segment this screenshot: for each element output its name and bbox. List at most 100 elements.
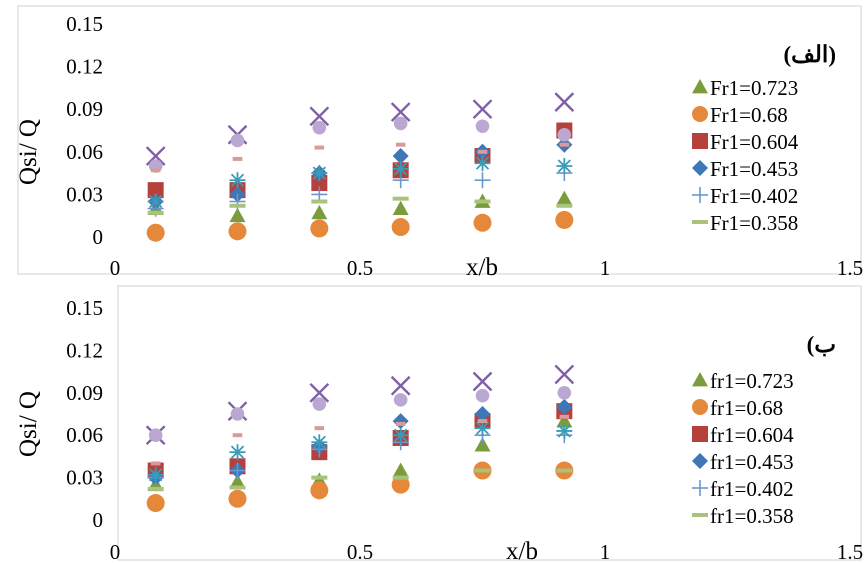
legend-marker <box>692 399 708 415</box>
data-point <box>232 156 243 161</box>
data-point <box>229 462 246 479</box>
x-tick-label: 1.5 <box>837 256 863 280</box>
series-unlabeled-6 <box>145 364 575 446</box>
y-tick-label: 0.12 <box>66 55 103 79</box>
legend-item: Fr1=0.723 <box>692 76 798 100</box>
panel-label: (الف) <box>783 42 836 67</box>
data-point <box>475 388 490 403</box>
data-point <box>392 148 409 165</box>
chart-panel-1: 0 0.03 0.06 0.09 0.12 0.15 0 0.5 1 1.5 x/b Qsi/ Q (ا… <box>15 5 863 281</box>
data-point <box>395 421 406 426</box>
data-point <box>556 190 573 206</box>
data-point <box>311 175 328 192</box>
x-axis-label: x/b <box>506 538 538 563</box>
plot-frame <box>117 285 862 561</box>
x-tick-label: 1 <box>600 256 611 280</box>
legend-label: fr1=0.358 <box>710 504 794 528</box>
legend-marker <box>692 79 708 94</box>
legend-item: fr1=0.68 <box>692 396 783 420</box>
data-point <box>391 475 410 494</box>
data-point <box>230 133 245 148</box>
data-point <box>311 199 328 204</box>
y-tick-label: 0.03 <box>66 466 103 490</box>
data-point <box>556 398 573 415</box>
legend-label: Fr1=0.358 <box>710 211 798 235</box>
data-point <box>311 165 328 182</box>
data-point <box>390 375 411 396</box>
data-point <box>554 364 575 385</box>
series-fr1-0-604 <box>147 403 573 479</box>
data-point <box>229 444 246 461</box>
data-point <box>557 127 572 142</box>
y-tick-label: 0.15 <box>66 12 103 36</box>
data-point <box>390 102 411 122</box>
data-points <box>145 364 575 513</box>
panel-label: (ب <box>807 332 836 357</box>
legend-marker <box>692 372 708 387</box>
legend-marker <box>692 220 708 224</box>
series-unlabeled-7 <box>147 155 573 210</box>
data-point <box>474 155 491 172</box>
legend-label: Fr1=0.723 <box>710 76 798 100</box>
legend-item: Fr1=0.604 <box>692 130 799 154</box>
legend: fr1=0.723 fr1=0.68 fr1=0.604 fr1=0.453 fr1=0… <box>692 369 794 528</box>
series-fr1-0-358 <box>147 196 573 215</box>
data-point <box>312 120 327 135</box>
data-point <box>146 494 165 513</box>
y-tick-label: 0.06 <box>66 423 103 447</box>
data-point <box>474 437 491 452</box>
legend-label: Fr1=0.604 <box>710 130 799 154</box>
data-point <box>392 196 409 201</box>
legend: Fr1=0.723 Fr1=0.68 Fr1=0.604 Fr1=0.453 Fr1=0… <box>692 76 799 235</box>
data-point <box>232 433 243 438</box>
data-point <box>392 200 409 215</box>
legend-marker <box>692 106 708 122</box>
legend-label: fr1=0.453 <box>710 450 794 474</box>
data-point <box>314 426 325 431</box>
series-fr1-0-604 <box>147 122 573 199</box>
legend-label: fr1=0.68 <box>710 396 783 420</box>
legend-marker <box>692 160 708 176</box>
series-fr1-0-68 <box>146 210 574 242</box>
y-tick-label: 0.06 <box>66 140 103 164</box>
data-point <box>393 393 408 407</box>
data-point <box>474 406 491 422</box>
series-fr1-0-402 <box>147 427 573 486</box>
data-point <box>148 428 163 443</box>
y-tick-label: 0.09 <box>66 381 103 405</box>
data-point <box>147 210 164 215</box>
y-axis-label: Qsi/ Q <box>15 391 42 457</box>
data-point <box>229 203 246 208</box>
data-point <box>228 222 247 241</box>
data-point <box>554 92 575 112</box>
legend-label: fr1=0.723 <box>710 369 794 393</box>
y-tick-label: 0.15 <box>66 296 103 320</box>
data-point <box>150 461 161 466</box>
y-tick-label: 0.03 <box>66 182 103 206</box>
series-unlabeled-7 <box>147 420 573 483</box>
data-point <box>556 413 573 428</box>
data-point <box>392 475 409 480</box>
y-tick-label: 0 <box>93 225 104 249</box>
legend-marker <box>692 187 708 203</box>
data-point <box>559 142 570 147</box>
legend-item: fr1=0.604 <box>692 423 794 447</box>
data-point <box>556 158 573 174</box>
data-point <box>393 116 408 131</box>
data-point <box>309 106 330 127</box>
x-tick-label: 0 <box>110 540 121 563</box>
legend-item: Fr1=0.68 <box>692 103 788 127</box>
series-unlabeled-9 <box>150 142 570 173</box>
data-point <box>228 489 247 508</box>
data-point <box>310 219 329 238</box>
data-point <box>229 172 246 189</box>
data-point <box>229 473 246 489</box>
data-point <box>147 466 164 483</box>
data-point <box>557 386 572 400</box>
series-fr1-0-68 <box>146 461 574 513</box>
data-point <box>556 468 573 473</box>
legend-item: fr1=0.358 <box>692 504 794 528</box>
data-point <box>477 149 488 154</box>
data-point <box>147 486 164 491</box>
